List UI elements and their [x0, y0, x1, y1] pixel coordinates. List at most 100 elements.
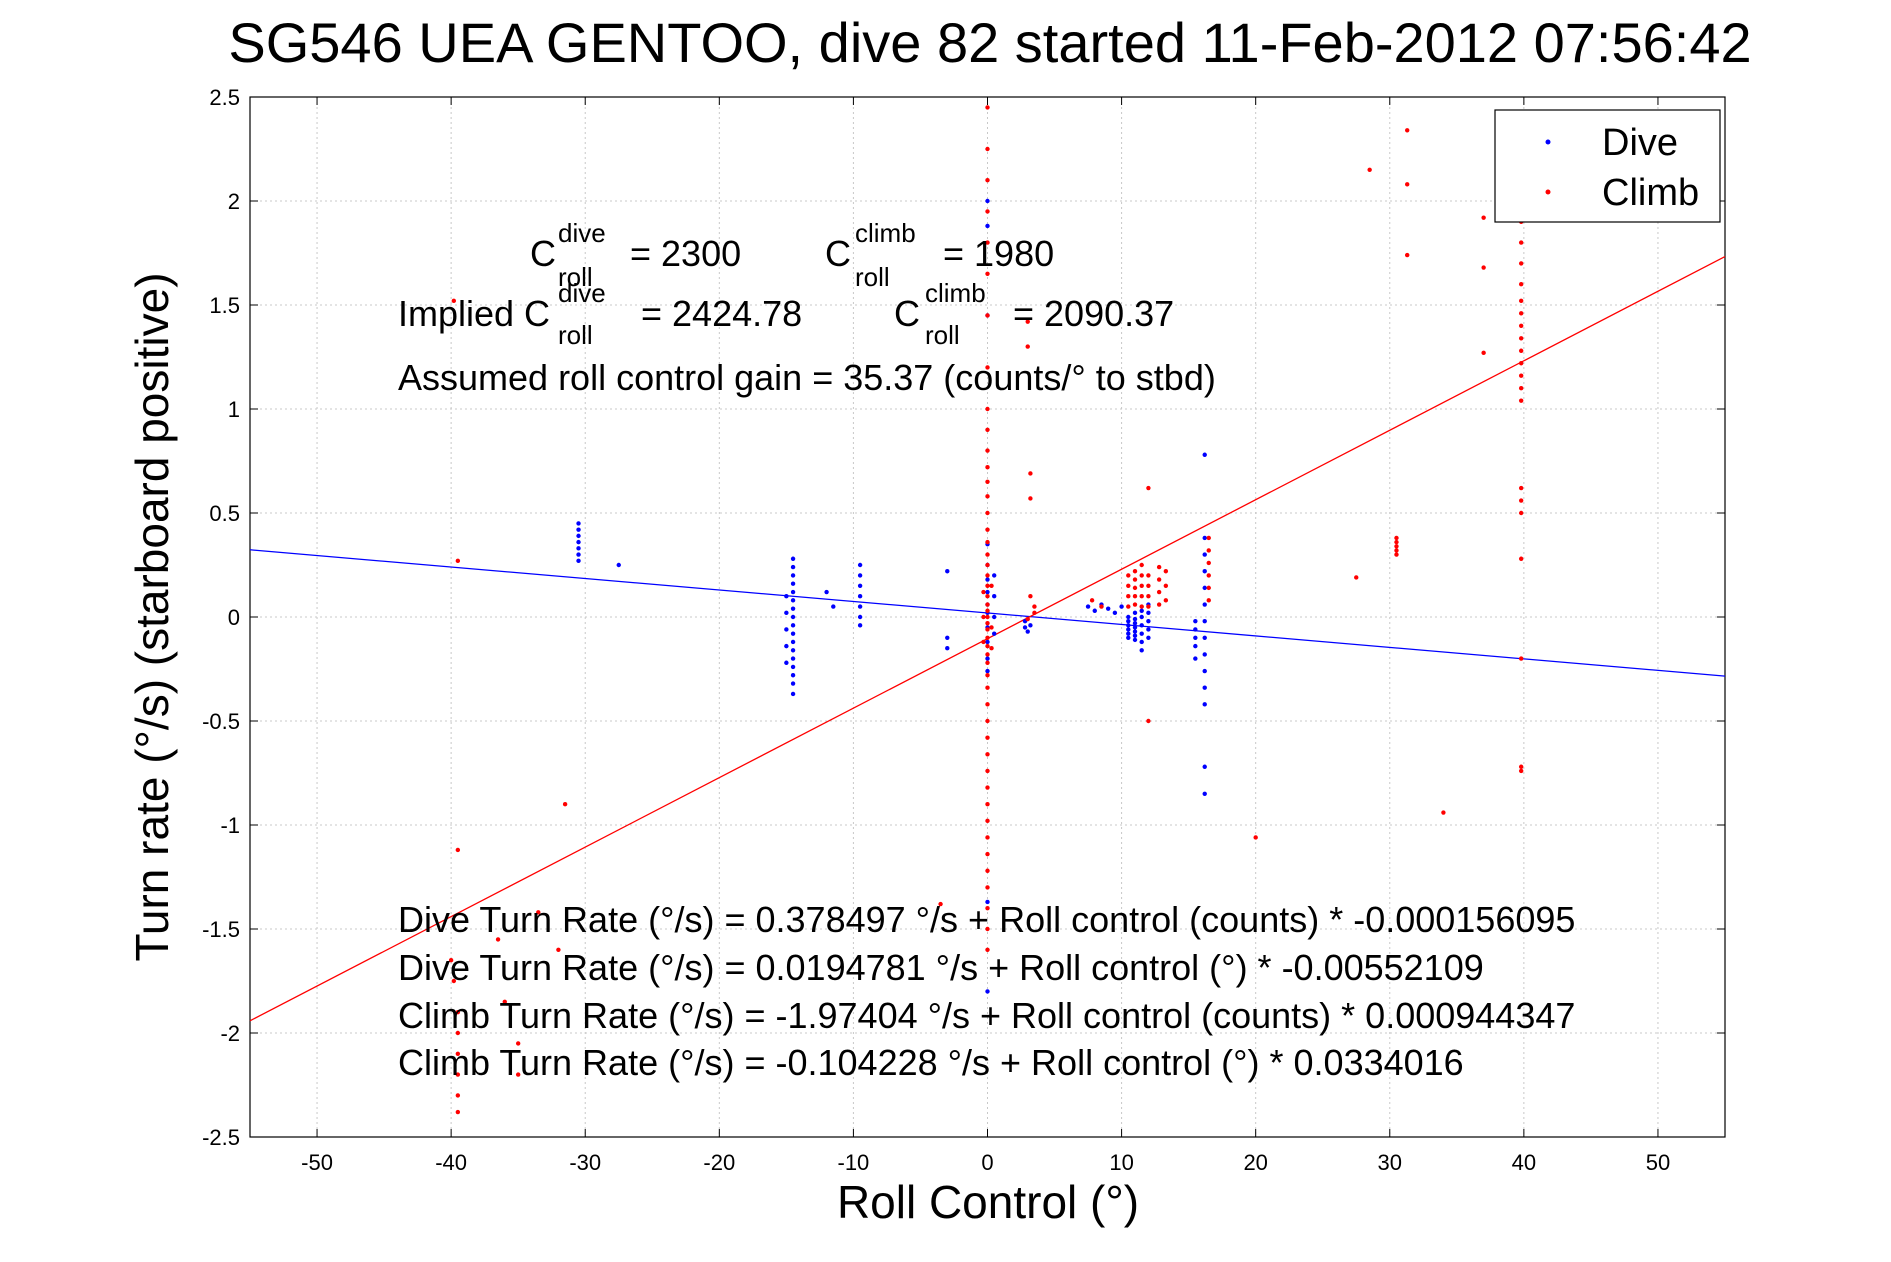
climb-point [985, 406, 990, 412]
c-climb-sup: climb [855, 218, 916, 248]
x-tick-label: -10 [838, 1150, 870, 1175]
climb-point [455, 847, 461, 853]
climb-point [1132, 585, 1138, 591]
dive-point [616, 562, 621, 568]
dive-point [784, 643, 789, 649]
dive-point [1202, 585, 1207, 591]
y-tick-label: 1.5 [209, 293, 240, 318]
equation-climb-counts: Climb Turn Rate (°/s) = -1.97404 °/s + R… [398, 995, 1575, 1036]
climb-point [455, 1010, 461, 1015]
climb-point [985, 365, 990, 370]
climb-point [985, 594, 990, 599]
climb-point [1025, 616, 1030, 622]
dive-point [1126, 627, 1131, 632]
climb-point [985, 494, 990, 499]
c-climb-sub: roll [855, 262, 890, 292]
climb-point [1163, 583, 1169, 588]
dive-point [1146, 610, 1151, 616]
dive-point [824, 589, 829, 595]
dive-point [1028, 623, 1033, 628]
climb-point [495, 937, 501, 942]
x-axis-ticks: -50 -40 -30 -20 -10 0 10 20 30 40 50 [301, 97, 1670, 1175]
dive-point [857, 623, 863, 628]
climb-point [1367, 167, 1372, 172]
climb-point [985, 752, 990, 757]
y-tick-label: -1 [220, 813, 240, 838]
dive-point [992, 594, 997, 599]
climb-point [981, 589, 986, 595]
dive-point [1202, 569, 1207, 574]
chart-title: SG546 UEA GENTOO, dive 82 started 11-Feb… [228, 11, 1751, 74]
climb-point [1032, 610, 1037, 616]
dive-point [790, 598, 796, 603]
dive-point [790, 681, 796, 686]
dive-point [790, 631, 796, 636]
climb-point [985, 718, 990, 724]
dive-point [576, 546, 581, 551]
dive-point [576, 527, 581, 532]
dive-point [1085, 604, 1091, 609]
climb-point [1253, 835, 1258, 840]
climb-point [1206, 573, 1211, 578]
climb-point [1132, 577, 1138, 582]
dive-point [1202, 685, 1207, 690]
legend-climb-marker [1545, 189, 1551, 195]
climb-point [1394, 544, 1399, 549]
climb-point [981, 639, 986, 645]
climb-point [1481, 215, 1486, 220]
climb-point [985, 885, 990, 890]
dive-point [790, 589, 796, 595]
x-tick-label: -50 [301, 1150, 333, 1175]
climb-point [985, 673, 990, 678]
legend-box [1494, 109, 1721, 223]
climb-point [1146, 573, 1151, 578]
climb-point [1206, 535, 1211, 541]
dive-point [784, 627, 789, 632]
climb-point [1126, 573, 1131, 578]
climb-point [989, 625, 994, 630]
dive-point [576, 539, 581, 545]
climb-point [1025, 319, 1030, 324]
dive-point [1202, 652, 1207, 657]
climb-point [985, 271, 990, 276]
climb-point [1518, 498, 1524, 503]
series-climb [448, 105, 1524, 1115]
climb-point [985, 702, 990, 707]
dive-point [992, 631, 997, 636]
climb-point [1518, 323, 1524, 328]
climb-point [985, 178, 990, 183]
y-tick-label: 0.5 [209, 501, 240, 526]
dive-point [985, 989, 990, 994]
climb-point [1518, 485, 1524, 491]
climb-point [985, 835, 990, 840]
dive-point [790, 673, 796, 678]
climb-point [985, 643, 990, 649]
climb-point [455, 1109, 461, 1115]
climb-point [455, 1093, 461, 1098]
x-tick-label: -30 [569, 1150, 601, 1175]
climb-point [985, 209, 990, 214]
climb-point [985, 573, 990, 578]
fit-equations: Dive Turn Rate (°/s) = 0.378497 °/s + Ro… [398, 899, 1575, 1083]
climb-point [1139, 583, 1144, 588]
climb-point [455, 1051, 461, 1057]
climb-point [1132, 594, 1138, 599]
data-points [448, 105, 1524, 1115]
y-tick-label: -2 [220, 1021, 240, 1046]
climb-point [1206, 598, 1211, 603]
roll-coefficients: C dive roll = 2300 C climb roll = 1980 I… [398, 218, 1216, 398]
dive-point [1193, 627, 1198, 632]
dive-point [1126, 631, 1131, 636]
climb-point [1518, 361, 1524, 366]
climb-point [989, 583, 994, 588]
dive-point [576, 521, 581, 526]
climb-point [985, 635, 990, 640]
roll-control-gain: Assumed roll control gain = 35.37 (count… [398, 357, 1216, 398]
climb-point [455, 1030, 461, 1036]
dive-point [784, 610, 789, 616]
climb-point [556, 947, 561, 952]
climb-point [985, 614, 990, 620]
climb-point [985, 768, 990, 774]
dive-point [857, 583, 863, 588]
